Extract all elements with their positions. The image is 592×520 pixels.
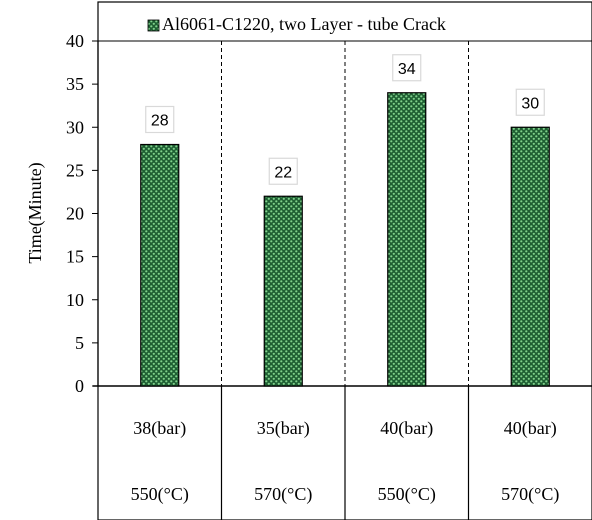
- x-tick-label-pressure: 35(bar): [257, 418, 310, 439]
- bars: [140, 92, 550, 387]
- y-tick-label: 25: [66, 160, 84, 180]
- x-tick-label-temperature: 570(°C): [254, 484, 312, 505]
- x-tick-label-pressure: 40(bar): [380, 418, 433, 439]
- y-tick-label: 20: [66, 204, 84, 224]
- bar: [263, 195, 303, 387]
- y-tick-label: 10: [66, 290, 84, 310]
- y-tick-label: 40: [66, 31, 84, 51]
- x-tick-label-temperature: 550(°C): [378, 484, 436, 505]
- x-tick-label-pressure: 38(bar): [133, 418, 186, 439]
- data-label-box: [145, 105, 175, 134]
- bar: [510, 126, 550, 387]
- legend-swatch: [147, 19, 160, 32]
- bar: [140, 143, 180, 387]
- data-labels: 28 22 34 30: [145, 54, 545, 185]
- y-tick-label: 0: [75, 376, 84, 396]
- y-tick-label: 30: [66, 117, 84, 137]
- data-label: 28: [151, 113, 169, 130]
- bar: [387, 92, 427, 387]
- data-label: 30: [521, 95, 539, 112]
- y-tick-label: 15: [66, 247, 84, 267]
- data-label-box: [392, 54, 422, 82]
- data-label-box: [515, 88, 545, 116]
- y-ticks: 0 5 10 15 20 25 30 35 40: [66, 31, 98, 396]
- x-tick-label-temperature: 550(°C): [131, 484, 189, 505]
- data-label: 34: [398, 61, 416, 78]
- y-tick-label: 5: [75, 333, 84, 353]
- x-tick-labels: 38(bar) 550(°C) 35(bar) 570(°C) 40(bar) 550(°…: [131, 418, 560, 505]
- x-tick-label-pressure: 40(bar): [504, 418, 557, 439]
- legend-label: Al6061-C1220, two Layer - tube Crack: [162, 14, 446, 34]
- y-axis-label: Time(Minute): [25, 162, 46, 263]
- data-label: 22: [274, 164, 292, 181]
- x-tick-label-temperature: 570(°C): [501, 484, 559, 505]
- y-tick-label: 35: [66, 74, 84, 94]
- data-label-box: [268, 157, 298, 185]
- legend: Al6061-C1220, two Layer - tube Crack: [98, 14, 592, 42]
- category-separators: [220, 41, 470, 520]
